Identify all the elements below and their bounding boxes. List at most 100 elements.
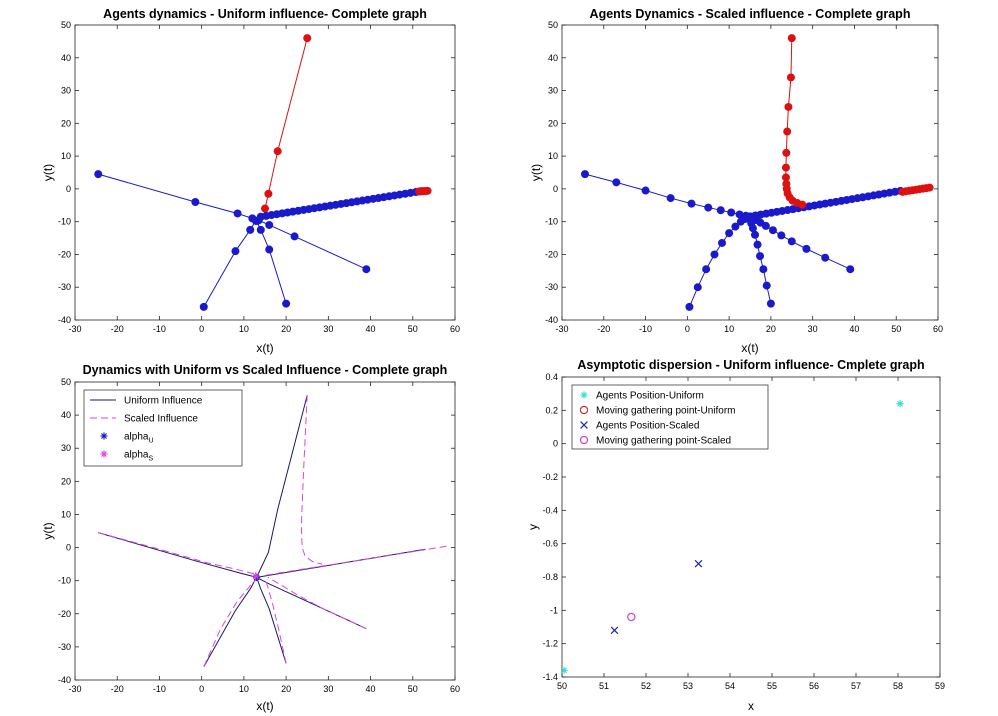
x-tick-label: -20: [111, 324, 124, 334]
data-point: [265, 220, 274, 229]
x-tick-label: 30: [808, 324, 818, 334]
data-point: [727, 208, 736, 217]
data-point: [751, 211, 760, 220]
series-line-scaled-3: [264, 578, 287, 664]
series-line-agent-6: [264, 37, 308, 209]
y-tick-label: 10: [61, 151, 71, 161]
plot-area: [74, 24, 456, 321]
y-tick-label: -0.6: [542, 539, 558, 549]
chart-title: Agents Dynamics - Scaled influence - Com…: [590, 7, 911, 21]
y-tick-label: -30: [545, 282, 558, 292]
data-point: [246, 225, 255, 234]
y-tick-label: 50: [548, 20, 558, 30]
data-point: [256, 225, 265, 234]
data-point-asterisk: [896, 400, 904, 408]
data-point-x: [610, 626, 619, 635]
y-tick-label: -40: [58, 675, 71, 685]
data-point: [273, 147, 282, 156]
y-tick-label: 0: [66, 543, 71, 553]
alpha-marker: [252, 572, 260, 580]
y-tick-label: 0: [553, 184, 558, 194]
plot-area: [561, 24, 939, 321]
data-point: [753, 240, 762, 249]
legend-label: Moving gathering point-Uniform: [596, 406, 736, 417]
data-point: [702, 265, 711, 274]
legend-marker-icon: [579, 435, 589, 445]
x-axis-label: x(t): [256, 699, 273, 713]
x-tick-label: 10: [239, 684, 249, 694]
y-axis-label: y(t): [41, 164, 55, 181]
x-tick-label: 40: [366, 324, 376, 334]
y-tick-label: -1: [550, 605, 558, 615]
series-line-agent-3: [256, 220, 287, 304]
plot-data: [94, 34, 432, 311]
y-tick-label: 20: [61, 476, 71, 486]
y-tick-label: 0: [553, 439, 558, 449]
x-tick-label: -20: [111, 684, 124, 694]
data-point: [718, 238, 727, 247]
y-tick-label: -1.4: [542, 672, 558, 682]
x-tick-label: 54: [725, 681, 735, 691]
data-point: [787, 34, 796, 43]
data-point: [787, 237, 796, 246]
legend-marker-icon: [580, 421, 588, 429]
legend-label: alphaU: [124, 432, 154, 445]
legend-marker-icon: [579, 405, 589, 415]
x-axis-label: x(t): [741, 341, 758, 355]
chart-panel-4: 50 51 52 53 54 55 56 57 58 59 -1.4 -1.2 -1 -0.8 -0.6 -0…: [526, 358, 945, 713]
data-point: [290, 232, 299, 241]
series-line-uniform-2: [203, 577, 257, 668]
data-point: [786, 73, 795, 82]
plot-data: [98, 395, 447, 668]
x-tick-label: -10: [153, 684, 166, 694]
legend: Agents Position-Uniform Moving gathering …: [571, 384, 769, 450]
x-tick-label: -30: [555, 324, 568, 334]
series-line-scaled-5: [264, 545, 447, 576]
legend-box: [83, 389, 243, 467]
data-point: [783, 127, 792, 136]
series-line-agent-1: [584, 173, 746, 217]
x-tick-label: 57: [851, 681, 861, 691]
data-point-x: [694, 559, 703, 568]
data-point: [766, 299, 775, 308]
legend-label: Moving gathering point-Scaled: [596, 436, 731, 447]
x-tick-label: 30: [323, 324, 333, 334]
data-point: [704, 203, 713, 212]
series-line-scaled-2: [203, 576, 260, 667]
y-tick-label: -20: [58, 249, 71, 259]
x-tick-label: 52: [641, 681, 651, 691]
data-point: [784, 102, 793, 111]
y-tick-label: 30: [548, 86, 558, 96]
y-tick-label: 50: [61, 20, 71, 30]
legend-label: Scaled Influence: [124, 414, 198, 425]
chart-title: Asymptotic dispersion - Uniform influenc…: [577, 358, 924, 372]
x-tick-label: 30: [323, 684, 333, 694]
data-point: [735, 210, 744, 219]
series-line-scaled-4: [267, 576, 367, 630]
data-point: [199, 302, 208, 311]
data-point: [362, 265, 371, 274]
data-point: [264, 189, 273, 198]
data-point: [261, 204, 269, 213]
y-tick-label: -10: [58, 217, 71, 227]
y-axis-label: y: [526, 524, 540, 530]
legend: Uniform Influence Scaled Influence alphaU a…: [83, 389, 243, 467]
data-point: [417, 187, 426, 196]
data-point: [262, 211, 271, 220]
x-tick-label: 10: [724, 324, 734, 334]
x-tick-label: -20: [597, 324, 610, 334]
y-tick-label: 0: [66, 184, 71, 194]
y-tick-label: -1.2: [542, 639, 558, 649]
y-tick-label: -30: [58, 642, 71, 652]
x-tick-label: -10: [639, 324, 652, 334]
x-axis-label: x(t): [256, 341, 273, 355]
plot-data: [580, 34, 934, 311]
data-point: [762, 281, 771, 290]
data-point: [710, 250, 719, 259]
chart-title: Dynamics with Uniform vs Scaled Influenc…: [83, 363, 448, 377]
x-tick-label: 58: [893, 681, 903, 691]
y-tick-label: 40: [61, 53, 71, 63]
data-point: [612, 178, 621, 187]
data-point: [782, 148, 791, 157]
